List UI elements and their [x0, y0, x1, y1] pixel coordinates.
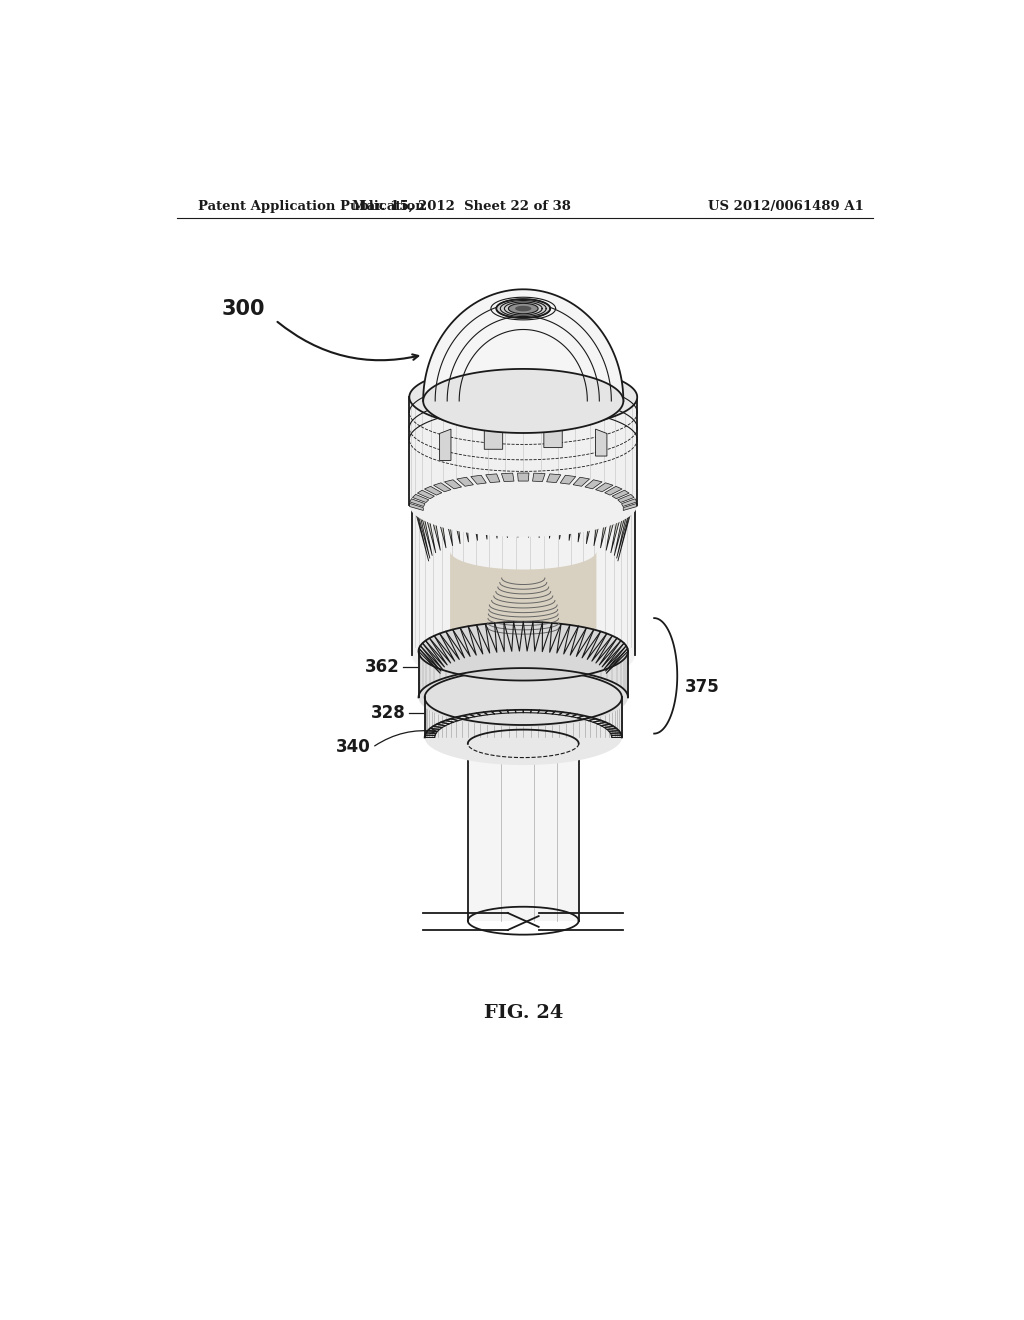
Polygon shape: [509, 304, 538, 314]
Text: 340: 340: [336, 738, 371, 756]
Polygon shape: [423, 289, 624, 401]
Polygon shape: [410, 499, 425, 507]
Polygon shape: [418, 490, 434, 499]
Polygon shape: [587, 473, 602, 544]
Polygon shape: [444, 473, 460, 544]
Text: 362: 362: [365, 657, 399, 676]
Polygon shape: [410, 503, 423, 511]
Polygon shape: [475, 467, 487, 540]
Polygon shape: [410, 366, 637, 429]
Polygon shape: [418, 483, 436, 553]
Polygon shape: [412, 494, 429, 561]
Polygon shape: [413, 490, 430, 558]
Polygon shape: [624, 503, 637, 511]
Polygon shape: [419, 622, 628, 681]
Polygon shape: [471, 475, 486, 484]
Polygon shape: [548, 467, 560, 539]
Polygon shape: [415, 487, 432, 556]
Polygon shape: [517, 473, 529, 480]
Polygon shape: [536, 466, 548, 537]
Polygon shape: [511, 466, 523, 537]
Polygon shape: [604, 486, 623, 495]
Polygon shape: [497, 300, 550, 318]
Polygon shape: [413, 495, 429, 503]
Polygon shape: [515, 306, 531, 312]
Polygon shape: [594, 475, 610, 546]
Polygon shape: [596, 429, 607, 455]
Polygon shape: [439, 429, 451, 461]
Polygon shape: [610, 483, 629, 553]
Polygon shape: [569, 469, 583, 541]
Text: 375: 375: [685, 678, 720, 697]
Polygon shape: [425, 697, 622, 766]
Polygon shape: [454, 471, 468, 543]
Polygon shape: [560, 475, 575, 484]
Polygon shape: [544, 421, 562, 447]
Polygon shape: [464, 469, 477, 541]
Polygon shape: [410, 397, 637, 537]
Polygon shape: [484, 421, 503, 449]
Polygon shape: [579, 471, 593, 543]
Polygon shape: [523, 466, 536, 537]
Text: Mar. 15, 2012  Sheet 22 of 38: Mar. 15, 2012 Sheet 22 of 38: [352, 199, 571, 213]
Polygon shape: [444, 479, 462, 488]
Polygon shape: [419, 651, 628, 727]
Polygon shape: [606, 480, 624, 550]
Polygon shape: [423, 368, 624, 433]
Polygon shape: [616, 490, 634, 558]
Polygon shape: [485, 474, 500, 483]
Polygon shape: [502, 473, 514, 482]
Polygon shape: [612, 490, 629, 499]
Polygon shape: [451, 552, 596, 669]
Polygon shape: [585, 479, 602, 488]
Polygon shape: [622, 499, 637, 507]
Polygon shape: [573, 478, 590, 486]
Polygon shape: [423, 480, 440, 550]
Text: Patent Application Publication: Patent Application Publication: [199, 199, 425, 213]
Polygon shape: [617, 494, 635, 561]
Polygon shape: [486, 467, 499, 539]
Polygon shape: [457, 478, 473, 486]
Polygon shape: [547, 474, 561, 483]
Text: 328: 328: [371, 704, 406, 722]
Polygon shape: [617, 495, 634, 503]
Polygon shape: [424, 486, 442, 495]
Polygon shape: [436, 475, 453, 546]
Text: US 2012/0061489 A1: US 2012/0061489 A1: [708, 199, 864, 213]
Text: 300: 300: [222, 298, 265, 318]
Polygon shape: [559, 467, 571, 540]
Polygon shape: [614, 487, 632, 556]
Polygon shape: [600, 478, 617, 548]
Text: FIG. 24: FIG. 24: [483, 1005, 563, 1022]
Polygon shape: [532, 473, 545, 482]
Polygon shape: [596, 483, 613, 492]
Polygon shape: [433, 483, 451, 492]
Polygon shape: [412, 498, 635, 686]
Polygon shape: [425, 669, 622, 725]
Polygon shape: [499, 466, 511, 537]
Polygon shape: [429, 478, 446, 548]
